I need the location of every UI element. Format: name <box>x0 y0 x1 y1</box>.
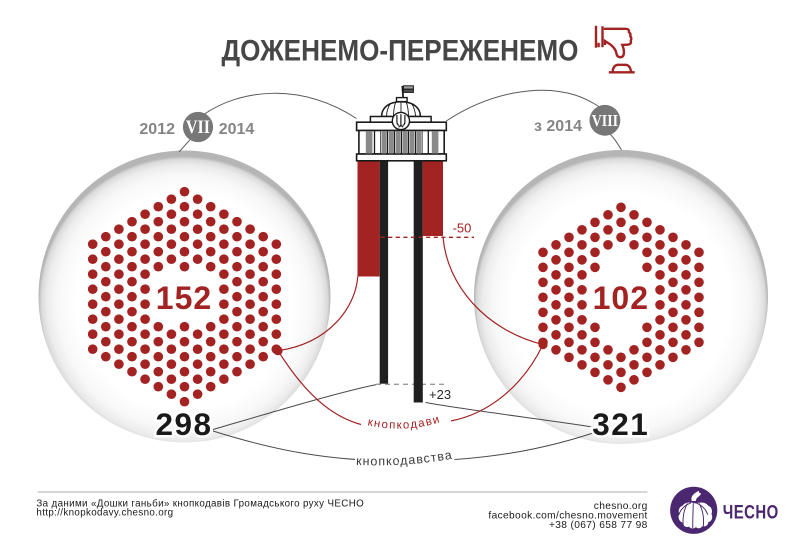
svg-text:-50: -50 <box>453 221 472 236</box>
svg-text:з 2014: з 2014 <box>534 118 582 135</box>
svg-text:102: 102 <box>593 280 649 316</box>
svg-text:321: 321 <box>592 406 649 442</box>
svg-text:ДОЖЕНЕМО-ПЕРЕЖЕНЕМО: ДОЖЕНЕМО-ПЕРЕЖЕНЕМО <box>222 35 579 68</box>
svg-text:кнопкодавства: кнопкодавства <box>356 448 454 469</box>
svg-text:152: 152 <box>156 280 212 316</box>
svg-text:+38 (067) 658 77 98: +38 (067) 658 77 98 <box>549 520 648 531</box>
svg-text:http://knopkodavy.chesno.org: http://knopkodavy.chesno.org <box>36 508 173 519</box>
svg-text:ЧЕСНО: ЧЕСНО <box>723 501 779 524</box>
svg-text:chesno.org: chesno.org <box>594 501 648 512</box>
svg-text:facebook.com/chesno.movement: facebook.com/chesno.movement <box>488 510 647 521</box>
svg-text:+23: +23 <box>429 387 451 402</box>
svg-text:2014: 2014 <box>219 121 255 138</box>
svg-text:2012: 2012 <box>139 121 175 138</box>
svg-text:VII: VII <box>186 117 210 137</box>
svg-text:VIII: VIII <box>592 112 618 131</box>
svg-text:За даними «Дошки ганьби» кнопк: За даними «Дошки ганьби» кнопкодавів Гро… <box>36 498 364 509</box>
svg-text:298: 298 <box>155 406 212 442</box>
svg-text:кнопкодави: кнопкодави <box>367 413 442 431</box>
